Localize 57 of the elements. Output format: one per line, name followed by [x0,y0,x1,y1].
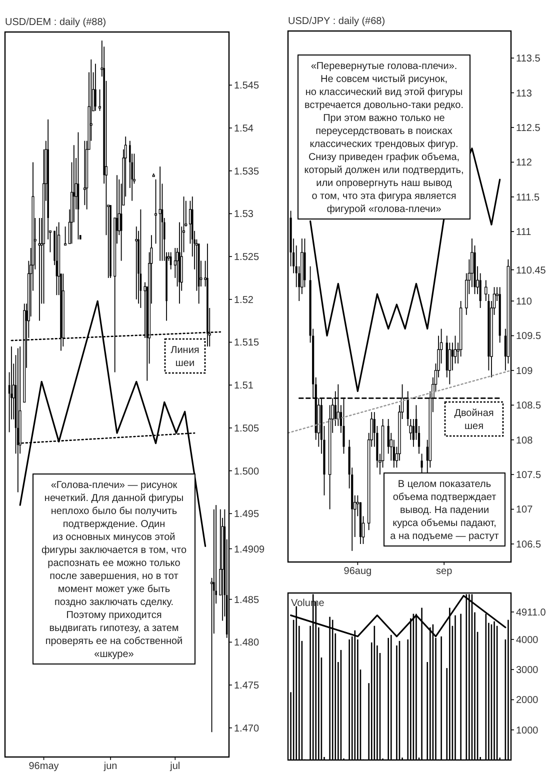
y-tick-label: 109 [516,366,534,377]
candlestick [451,342,454,371]
y-tick-label: 109.5 [516,331,542,342]
y-tick-label: 4911.0 [516,607,546,618]
x-tick-label: 96may [28,761,59,772]
y-tick-label: 1.525 [234,252,260,264]
annotation: Двойная шея [454,408,494,432]
x-tick-label: jun [102,761,118,772]
y-tick-label: 107 [516,504,534,516]
text: «Голова-плечи» — рисунок нечеткий. Для данной фигуры неплохо было бы получить подтверждение. Один из основных минусов этой фигуры заключается в том, что распознать ее можно только после завершения, но в тот момент может уже быть поздно заключать сделку. Поэтому приходится выдвигать гипотезу, а затем проверять ее на собственной «шкуре» [41,480,187,660]
y-tick-label: 1.475 [234,680,260,692]
x-tick-label: 96aug [344,566,372,577]
annotation: Линия шеи [170,345,200,370]
y-tick-label: 1.545 [234,80,260,92]
y-tick-label: 1.480 [234,638,260,649]
candlestick [38,218,41,322]
y-tick-label: 1.470 [234,723,260,734]
y-tick-label: 1.51 [234,380,254,392]
y-tick-label: 1.515 [234,338,260,349]
candlestick [94,63,96,112]
y-tick-label: 3000 [516,665,539,676]
candlestick [152,172,155,177]
y-tick-label: 1.485 [234,594,260,606]
x-tick-label: sep [436,566,453,577]
y-tick-label: 111.5 [516,192,540,204]
candlestick [98,88,102,112]
candlestick [154,178,158,244]
y-tick-label: 1000 [516,725,539,736]
y-tick-label: 112 [516,158,532,169]
y-tick-label: 1.505 [234,423,260,434]
y-tick-label: 110.45 [516,265,546,276]
y-tick-label: 107.5 [516,470,542,482]
y-tick-label: 113 [516,88,532,100]
y-tick-label: 4000 [516,634,539,646]
candlestick [135,226,138,300]
y-tick-label: 1.535 [234,166,260,178]
chart-title: USD/DEM : daily (#88) [5,17,106,28]
candlestick [83,140,86,206]
y-tick-label: 113.5 [516,54,541,65]
y-tick-label: 111 [516,227,532,238]
text: «Перевернутые голова-плечи». Не совсем чистый рисунок, но классический вид этой фигуры встречается довольно-таки редко. При этом важно только не переусердствовать в поисках классических трендовых фигур. Снизу приведен график объема, который должен или подтвердить, или опровергнуть наш вывод о том, что эта фигура является фигурой «голова-плечи» [304,61,464,216]
x-tick-label: jul [169,761,180,772]
y-tick-label: 106.5 [516,539,542,550]
y-tick-label: 112.5 [516,122,541,134]
chart-title: USD/JPY : daily (#68) [288,16,386,27]
y-tick-label: 1.495 [234,509,260,520]
annotation: В целом показатель объема подтверждает вывод. На падении курса объемы падают, а на подъеме — растут [390,479,500,542]
y-tick-label: 1.4909 [234,544,266,556]
y-tick-label: 1.53 [234,209,254,220]
candlestick [158,166,162,262]
y-tick-label: 1.54 [234,123,254,134]
y-tick-label: 1.500 [234,466,260,478]
y-tick-label: 108.5 [516,400,542,412]
y-tick-label: 2000 [516,695,539,706]
y-tick-label: 1.52 [234,294,254,306]
y-tick-label: 108 [516,435,534,446]
y-tick-label: 110 [516,296,532,308]
